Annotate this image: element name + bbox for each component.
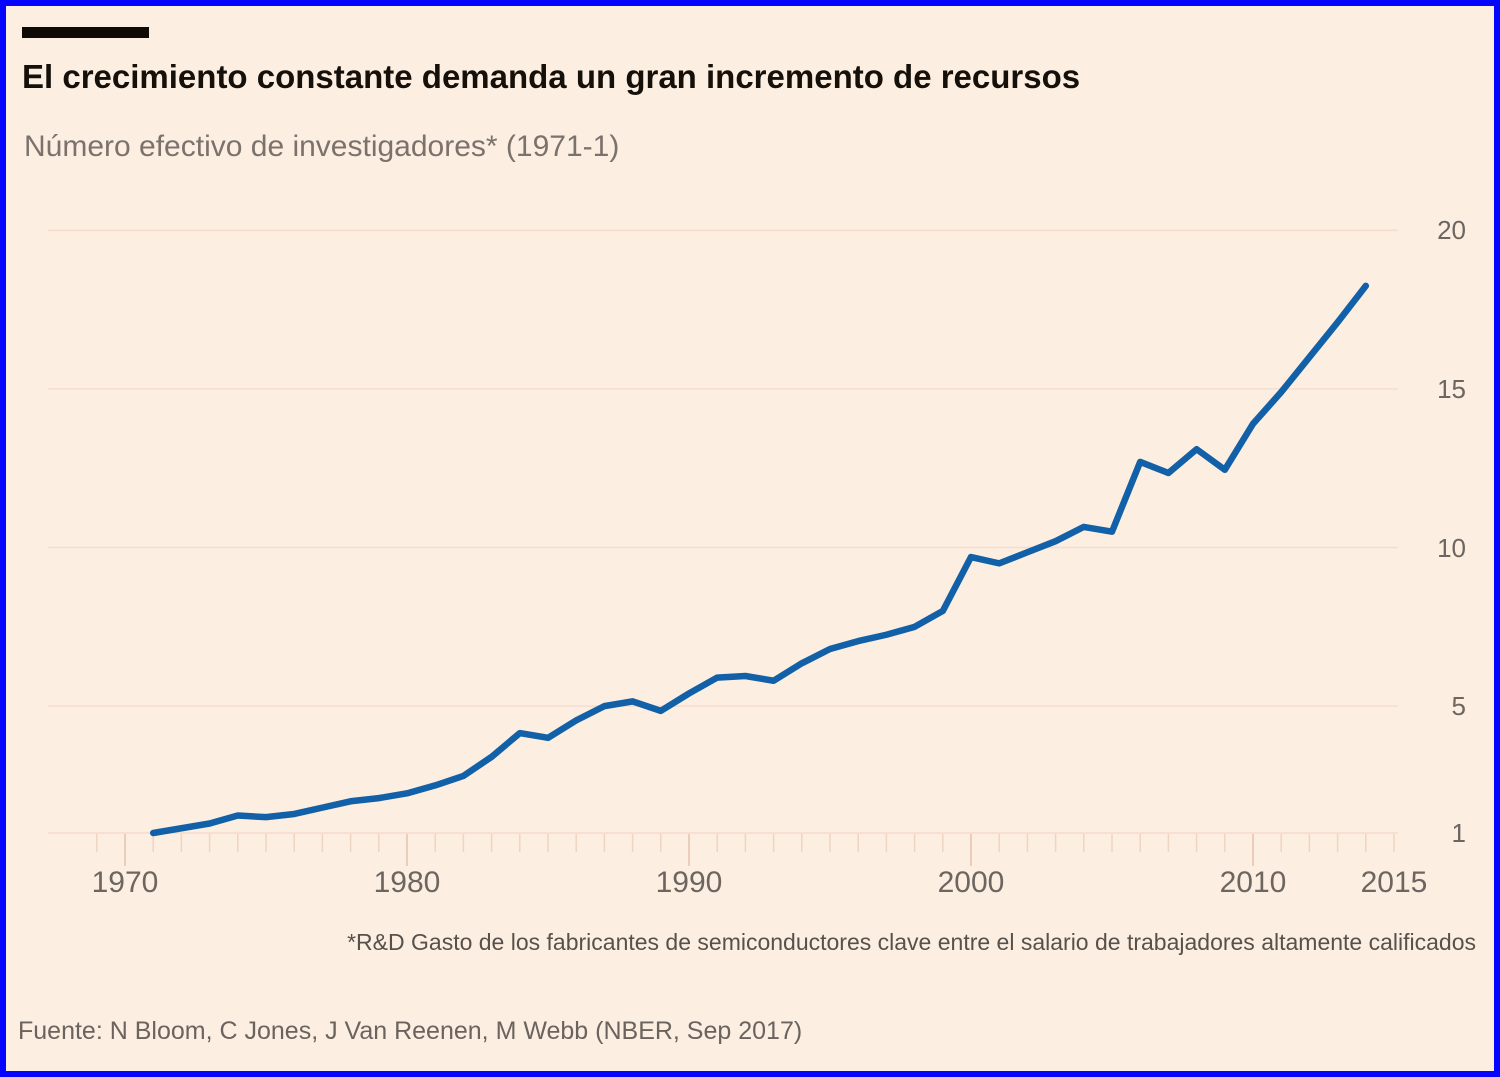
- page-subtitle: Número efectivo de investigadores* (1971…: [24, 130, 620, 163]
- brand-bar: [22, 27, 149, 38]
- x-axis-label-1990: 1990: [655, 866, 723, 899]
- chart-footnote: *R&D Gasto de los fabricantes de semicon…: [347, 929, 1476, 955]
- x-axis-label-2015: 2015: [1360, 866, 1428, 899]
- y-axis-label-15: 15: [1437, 373, 1466, 404]
- x-axis-label-2010: 2010: [1219, 866, 1287, 899]
- x-axis-label-1970: 1970: [91, 866, 159, 899]
- page-title: El crecimiento constante demanda un gran…: [22, 58, 1081, 95]
- researchers-line: [149, 282, 1370, 837]
- y-axis-label-10: 10: [1437, 532, 1466, 563]
- x-axis-label-1980: 1980: [373, 866, 441, 899]
- x-axis-label-2000: 2000: [937, 866, 1005, 899]
- y-axis-label-20: 20: [1437, 215, 1466, 246]
- y-axis-label-1: 1: [1451, 818, 1466, 848]
- y-axis-label-5: 5: [1451, 691, 1466, 722]
- source-line: Fuente: N Bloom, C Jones, J Van Reenen, …: [18, 1017, 803, 1045]
